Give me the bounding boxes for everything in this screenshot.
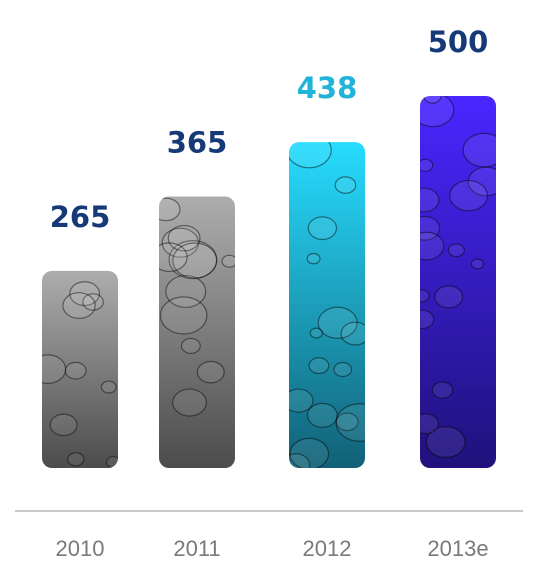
bubble: [165, 274, 207, 309]
bubble: [467, 166, 496, 197]
bubble: [309, 327, 324, 339]
bubble: [470, 258, 485, 270]
bubble: [49, 413, 78, 437]
bubble: [167, 224, 201, 252]
bubble: [308, 357, 330, 375]
bubble: [289, 388, 314, 413]
bubble: [335, 403, 365, 442]
bubble: [420, 158, 434, 172]
bar: [420, 96, 496, 468]
bar: [159, 196, 235, 468]
bubble: [334, 176, 357, 194]
bubble: [306, 402, 338, 428]
bubble: [306, 252, 321, 265]
bubble: [180, 337, 201, 355]
bubble: [434, 285, 464, 309]
bubble: [420, 215, 441, 241]
value-label: 500: [428, 25, 489, 59]
x-tick-label: 2011: [173, 536, 220, 561]
bar: [289, 142, 365, 469]
bubble: [289, 437, 330, 469]
bubble: [82, 293, 104, 311]
bubbles: [289, 142, 365, 469]
bubble: [69, 281, 101, 307]
bubble: [431, 381, 454, 399]
bubble: [168, 240, 218, 280]
bubble: [420, 413, 439, 435]
bubble: [161, 227, 200, 258]
bubble: [172, 242, 218, 279]
bubble: [425, 426, 466, 459]
bubbles: [420, 96, 496, 459]
bubble: [159, 197, 181, 222]
bubble: [335, 412, 359, 432]
bubble: [105, 455, 118, 468]
x-tick-label: 2012: [303, 536, 352, 561]
bubble: [100, 380, 117, 394]
bubble: [420, 289, 430, 303]
bar: [42, 270, 118, 468]
bubble: [42, 354, 67, 385]
bubble: [420, 96, 455, 128]
bubble: [462, 132, 496, 168]
bubble: [159, 296, 208, 335]
bubbles: [42, 281, 118, 468]
bubble: [340, 321, 365, 346]
bubble: [317, 306, 358, 340]
value-label: 365: [167, 125, 228, 159]
value-label: 438: [297, 71, 358, 105]
bubble: [447, 243, 465, 258]
bubble: [64, 361, 87, 380]
bubble: [66, 452, 85, 467]
bubble: [423, 96, 442, 104]
bubble: [159, 242, 188, 273]
bubble: [420, 187, 440, 213]
bubble: [449, 179, 489, 212]
x-tick-label: 2013e: [427, 536, 488, 561]
bubble: [289, 453, 311, 469]
x-tick-label: 2010: [56, 536, 105, 561]
bubble: [62, 292, 96, 320]
bubble: [172, 388, 207, 417]
bubble: [196, 360, 225, 384]
bubble: [307, 216, 338, 241]
bubble: [221, 254, 235, 268]
bubble: [420, 309, 435, 330]
value-label: 265: [50, 200, 111, 234]
bubbles: [159, 197, 235, 417]
bubble: [333, 361, 353, 378]
bubble: [420, 231, 445, 261]
bubble: [289, 142, 332, 169]
